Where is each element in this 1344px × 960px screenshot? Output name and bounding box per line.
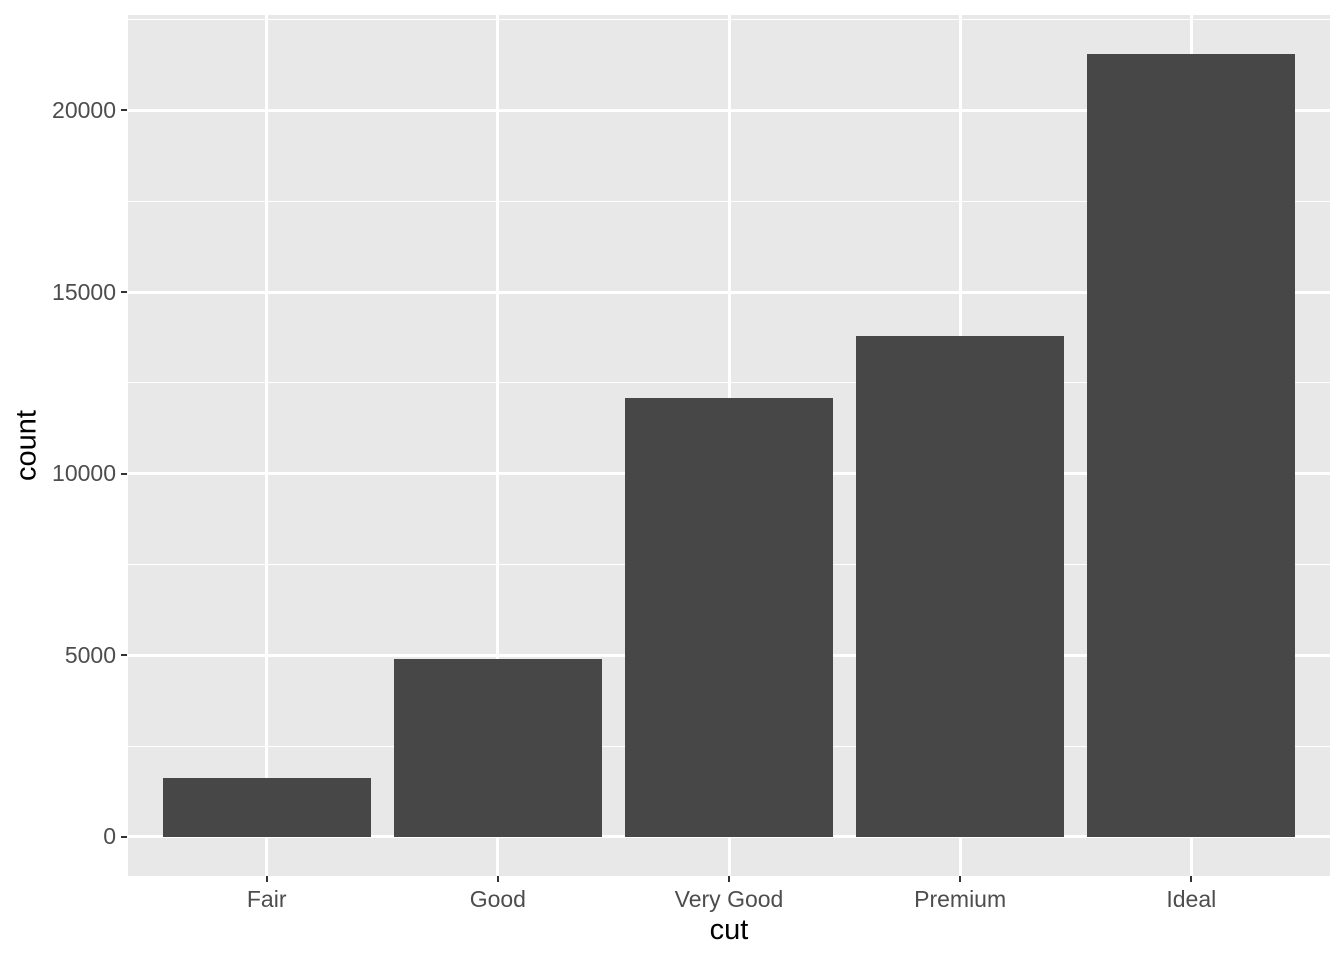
y-tick-mark-5000 — [121, 654, 127, 657]
x-tick-mark-very-good — [728, 876, 730, 882]
y-tick-label-10000: 10000 — [52, 460, 116, 487]
plot-panel — [128, 15, 1330, 876]
y-tick-mark-15000 — [121, 291, 127, 294]
y-tick-label-20000: 20000 — [52, 96, 116, 123]
bar-good — [393, 658, 602, 837]
x-tick-label-ideal: Ideal — [1166, 886, 1217, 912]
bar-ideal — [1087, 54, 1296, 837]
x-tick-label-good: Good — [469, 886, 526, 912]
x-tick-label-very-good: Very Good — [674, 886, 784, 912]
major-gridline-x-good — [496, 15, 500, 876]
y-tick-label-0: 0 — [103, 823, 116, 850]
y-tick-label-5000: 5000 — [64, 641, 116, 668]
x-tick-label-premium: Premium — [914, 886, 1007, 912]
x-tick-mark-good — [496, 876, 499, 882]
x-axis-title: cut — [709, 914, 749, 946]
bar-fair — [162, 778, 371, 837]
y-tick-mark-10000 — [121, 472, 127, 475]
x-tick-label-fair: Fair — [246, 886, 287, 912]
y-tick-mark-0 — [121, 835, 127, 838]
x-tick-mark-ideal — [1190, 876, 1193, 882]
bar-very-good — [624, 398, 833, 837]
bar-premium — [856, 335, 1065, 837]
y-axis-title: count — [10, 410, 43, 481]
x-tick-mark-premium — [959, 876, 962, 882]
y-tick-mark-20000 — [121, 109, 127, 112]
x-tick-mark-fair — [265, 876, 268, 882]
major-gridline-x-fair — [265, 15, 269, 876]
y-tick-label-15000: 15000 — [52, 278, 116, 305]
